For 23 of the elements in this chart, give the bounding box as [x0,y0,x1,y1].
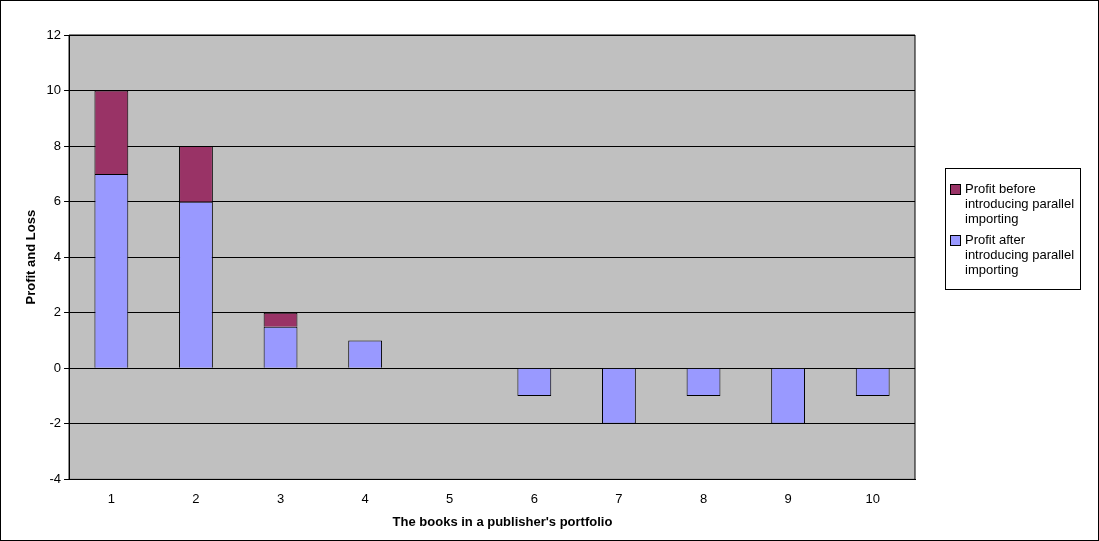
x-tick-label: 2 [192,490,200,506]
x-tick-label: 6 [530,490,538,506]
x-tick-label: 4 [361,490,369,506]
x-tick-label: 9 [784,490,792,506]
y-tick-label: 6 [53,193,62,209]
y-tick-label: 2 [53,304,62,320]
x-axis-title: The books in a publisher's portfolio [391,514,614,529]
x-tick-label: 3 [276,490,285,506]
y-tick-label: -4 [49,470,62,486]
x-tick-label: 5 [446,490,454,506]
y-axis-title: Profit and Loss [23,209,39,305]
legend-label: Profit before introducing parallel importing [965,181,1076,226]
x-tick-label: 10 [865,490,880,506]
legend-label: Profit after introducing parallel importing [965,232,1076,277]
x-tick-label: 7 [615,490,623,506]
y-tick-label: 4 [53,248,62,264]
y-tick-label: 0 [53,359,62,375]
y-tick-label: 10 [46,82,62,98]
y-tick-label: -2 [49,415,62,431]
x-tick-label: 1 [107,490,115,506]
x-tick-label: 8 [699,490,708,506]
y-tick-label: 8 [53,137,62,153]
y-tick-label: 12 [46,26,62,42]
